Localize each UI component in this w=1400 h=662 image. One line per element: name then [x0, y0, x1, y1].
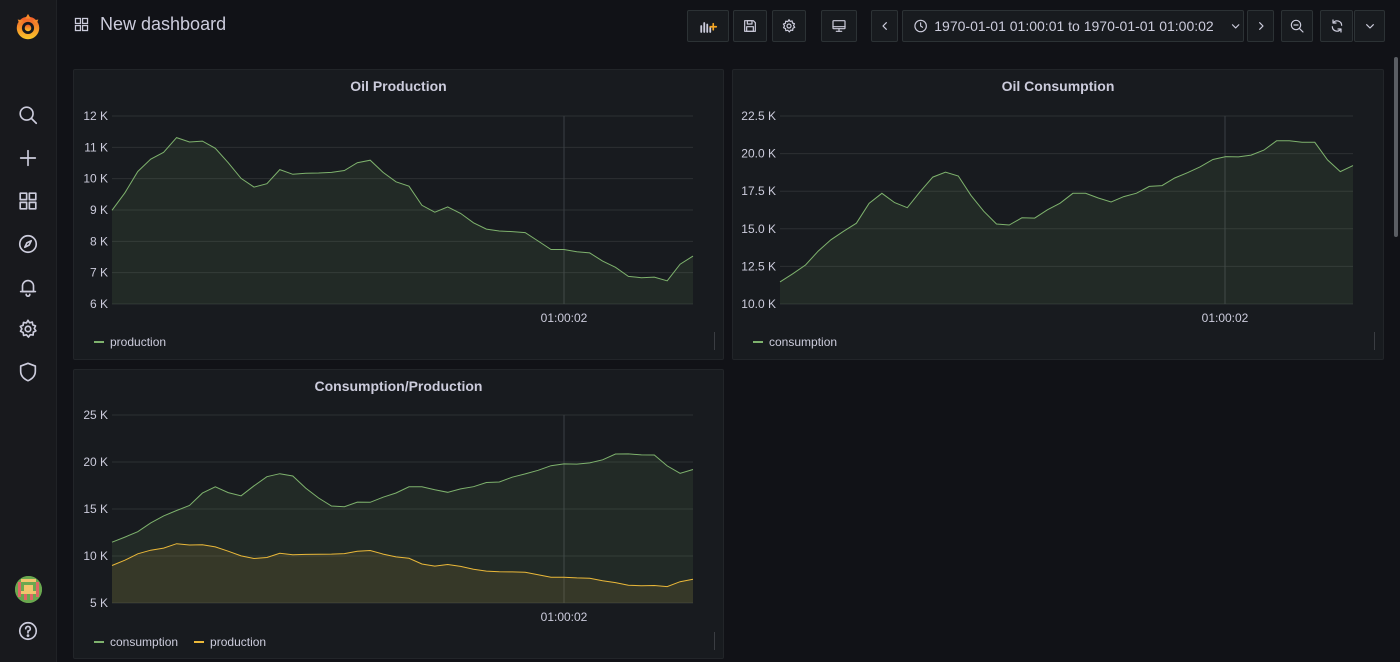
series-area-production	[112, 137, 693, 304]
create-icon[interactable]	[16, 146, 40, 170]
tv-mode-button[interactable]	[821, 10, 857, 42]
x-tick-label: 01:00:02	[541, 311, 588, 325]
legend-swatch	[94, 341, 104, 343]
time-range-forward-button[interactable]	[1247, 10, 1274, 42]
y-tick-label: 10.0 K	[741, 297, 776, 311]
dashboard-title[interactable]: New dashboard	[100, 14, 227, 34]
series-area-consumption	[112, 453, 693, 603]
y-tick-label: 9 K	[90, 203, 108, 217]
y-tick-label: 25 K	[83, 408, 108, 422]
refresh-button[interactable]	[1320, 10, 1353, 42]
legend-label: consumption	[769, 335, 838, 349]
y-tick-label: 8 K	[90, 234, 108, 248]
y-tick-label: 6 K	[90, 297, 108, 311]
side-menu	[0, 0, 57, 662]
legend-resize-handle[interactable]	[1374, 332, 1375, 350]
legend-item-production[interactable]: production	[194, 635, 266, 649]
legend-label: production	[210, 635, 267, 649]
y-tick-label: 12 K	[83, 109, 108, 123]
refresh-interval-picker[interactable]	[1354, 10, 1385, 42]
legend-swatch	[753, 341, 763, 343]
y-tick-label: 10 K	[83, 549, 108, 563]
refresh-interval-icon	[1365, 24, 1374, 29]
save-dashboard-button[interactable]	[733, 10, 767, 42]
y-tick-label: 15.0 K	[741, 222, 776, 236]
add-panel-icon	[700, 22, 718, 33]
x-tick-label: 01:00:02	[541, 610, 588, 624]
y-tick-label: 15 K	[83, 502, 108, 516]
legend-label: production	[110, 335, 167, 349]
chevron-down-icon	[1231, 24, 1240, 29]
y-tick-label: 7 K	[90, 266, 108, 280]
panel-title[interactable]: Oil Production	[350, 78, 447, 94]
legend-swatch	[194, 641, 205, 643]
tv-mode-icon	[832, 20, 846, 32]
save-icon	[744, 20, 756, 32]
series-area-consumption	[780, 140, 1353, 304]
y-tick-label: 5 K	[90, 596, 108, 610]
clock-icon	[914, 19, 927, 33]
settings-icon	[782, 19, 796, 33]
explore-icon[interactable]	[16, 232, 40, 256]
time-range-back-button[interactable]	[871, 10, 898, 42]
y-tick-label: 11 K	[84, 140, 108, 154]
alerting-icon[interactable]	[16, 275, 40, 299]
panel-title[interactable]: Consumption/Production	[314, 378, 483, 394]
oil-consumption-chart[interactable]: 10.0 K 12.5 K 15.0 K 17.5 K 20.0 K 22.5 K 01:0…	[733, 70, 1385, 361]
time-range-picker[interactable]: 1970-01-01 01:00:01 to 1970-01-01 01:00:…	[902, 10, 1244, 42]
y-tick-label: 17.5 K	[741, 184, 776, 198]
series-line-consumption	[111, 453, 694, 543]
y-tick-label: 22.5 K	[741, 109, 776, 123]
series-line-production	[111, 543, 694, 588]
panel-consumption-production[interactable]: Consumption/Production 5 K 10 K 15 K 20 K 25…	[73, 369, 724, 659]
page-scrollbar[interactable]	[1394, 57, 1398, 237]
help-icon[interactable]	[16, 619, 40, 643]
panel-oil-production[interactable]: Oil Production 6 K 7 K 8 K 9 K 10 K 11 K 12 K 0…	[73, 69, 724, 360]
dashboards-icon[interactable]	[16, 189, 40, 213]
legend-swatch	[94, 641, 104, 643]
dashboard-nav-bar: New dashboard 1970-01-01 01:00:01 to 197…	[57, 0, 1400, 52]
y-tick-label: 20.0 K	[741, 147, 776, 161]
y-tick-label: 10 K	[83, 172, 108, 186]
zoom-out-icon	[1290, 19, 1304, 33]
legend-label: consumption	[110, 635, 179, 649]
oil-production-chart[interactable]: 6 K 7 K 8 K 9 K 10 K 11 K 12 K 01:00:02	[74, 70, 725, 361]
panel-oil-consumption[interactable]: Oil Consumption 10.0 K 12.5 K 15.0 K 17.5 K…	[732, 69, 1384, 360]
configuration-icon[interactable]	[16, 317, 40, 341]
dashboard-grid-icon	[74, 17, 89, 32]
user-avatar[interactable]	[15, 576, 42, 603]
search-icon[interactable]	[16, 103, 40, 127]
time-range-label: 1970-01-01 01:00:01 to 1970-01-01 01:00:…	[934, 18, 1214, 34]
legend-item-production[interactable]: production	[94, 335, 166, 349]
dashboard-title-group[interactable]: New dashboard	[73, 14, 226, 35]
legend-resize-handle[interactable]	[714, 332, 715, 350]
legend: consumption	[753, 335, 837, 349]
legend-resize-handle[interactable]	[714, 632, 715, 650]
y-tick-label: 12.5 K	[741, 259, 776, 273]
time-forward-icon	[1258, 22, 1264, 30]
time-back-icon	[881, 22, 887, 30]
dashboard-settings-button[interactable]	[772, 10, 806, 42]
grafana-logo-icon[interactable]	[13, 12, 43, 42]
consumption-production-chart[interactable]: 5 K 10 K 15 K 20 K 25 K 01:00:02	[74, 370, 725, 660]
series-line-consumption	[779, 140, 1354, 283]
y-tick-label: 20 K	[83, 455, 108, 469]
server-admin-icon[interactable]	[16, 360, 40, 384]
legend-item-consumption[interactable]: consumption	[753, 335, 837, 349]
legend-item-consumption[interactable]: consumption	[94, 635, 178, 649]
add-panel-button[interactable]	[687, 10, 729, 42]
legend: consumption production	[94, 635, 266, 649]
zoom-out-button[interactable]	[1281, 10, 1313, 42]
panel-title[interactable]: Oil Consumption	[1001, 78, 1115, 94]
x-tick-label: 01:00:02	[1202, 311, 1249, 325]
legend: production	[94, 335, 166, 349]
refresh-icon	[1331, 19, 1342, 33]
series-line-production	[111, 137, 694, 282]
